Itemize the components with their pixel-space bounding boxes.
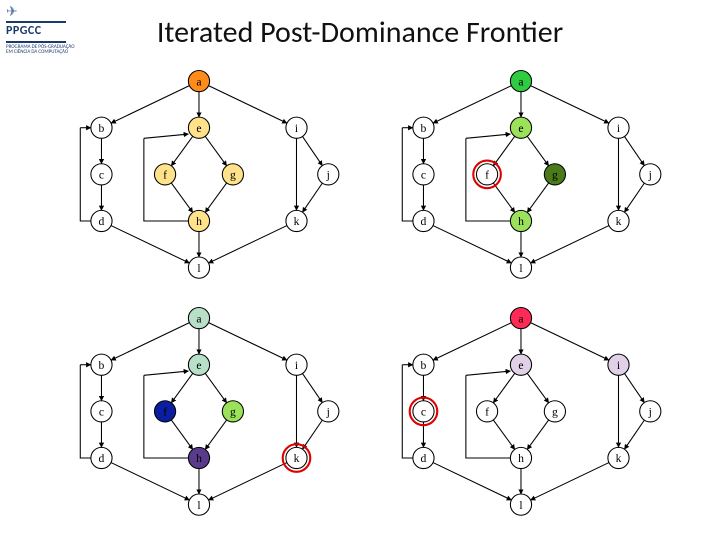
svg-text:e: e	[196, 359, 201, 372]
svg-text:j: j	[648, 406, 652, 419]
svg-text:l: l	[197, 499, 200, 512]
svg-text:k: k	[616, 452, 622, 465]
svg-text:c: c	[99, 169, 104, 182]
graph-2: abeicfgjdhkl	[40, 299, 358, 532]
graph-0: abeicfgjdhkl	[40, 62, 358, 295]
svg-text:k: k	[294, 452, 300, 465]
svg-text:g: g	[230, 406, 236, 419]
panel-1: abeicfgjdhkl	[362, 62, 680, 295]
graph-1: abeicfgjdhkl	[362, 62, 680, 295]
svg-text:d: d	[421, 452, 427, 465]
svg-text:d: d	[99, 452, 105, 465]
svg-text:b: b	[421, 359, 427, 372]
svg-text:l: l	[197, 262, 200, 275]
svg-text:c: c	[99, 406, 104, 419]
svg-text:k: k	[616, 215, 622, 228]
svg-text:f: f	[163, 406, 167, 419]
panel-3: abeicfgjdhkl	[362, 299, 680, 532]
panel-0: abeicfgjdhkl	[40, 62, 358, 295]
svg-text:f: f	[485, 169, 489, 182]
svg-text:k: k	[294, 215, 300, 228]
svg-text:h: h	[196, 452, 202, 465]
svg-text:j: j	[326, 406, 330, 419]
svg-text:j: j	[648, 169, 652, 182]
svg-text:b: b	[421, 122, 427, 135]
svg-text:b: b	[99, 359, 105, 372]
svg-text:a: a	[196, 75, 201, 88]
svg-text:g: g	[230, 169, 236, 182]
panel-2: abeicfgjdhkl	[40, 299, 358, 532]
svg-text:j: j	[326, 169, 330, 182]
svg-text:h: h	[196, 215, 202, 228]
svg-text:c: c	[421, 169, 426, 182]
svg-text:e: e	[518, 359, 523, 372]
svg-text:c: c	[421, 406, 426, 419]
svg-text:e: e	[196, 122, 201, 135]
svg-text:a: a	[518, 312, 523, 325]
svg-text:g: g	[552, 169, 558, 182]
svg-text:a: a	[518, 75, 523, 88]
svg-text:h: h	[518, 215, 524, 228]
graph-3: abeicfgjdhkl	[362, 299, 680, 532]
svg-text:g: g	[552, 406, 558, 419]
page-title: Iterated Post-Dominance Frontier	[0, 14, 720, 51]
svg-text:b: b	[99, 122, 105, 135]
svg-text:d: d	[421, 215, 427, 228]
svg-text:a: a	[196, 312, 201, 325]
svg-text:l: l	[519, 262, 522, 275]
svg-text:h: h	[518, 452, 524, 465]
svg-text:f: f	[163, 169, 167, 182]
diagram-grid: abeicfgjdhkl abeicfgjdhkl abeicfgjdhkl a…	[40, 62, 680, 532]
svg-text:l: l	[519, 499, 522, 512]
svg-text:f: f	[485, 406, 489, 419]
svg-text:e: e	[518, 122, 523, 135]
svg-text:d: d	[99, 215, 105, 228]
